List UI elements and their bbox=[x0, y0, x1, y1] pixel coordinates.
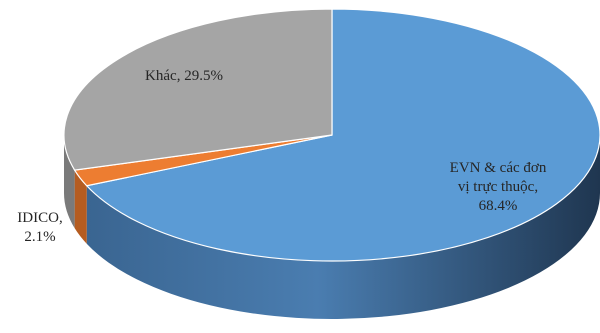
pie-label-line: EVN & các đơn bbox=[450, 160, 547, 176]
pie-side-2 bbox=[74, 170, 87, 244]
pie-labels: EVN & các đơn vị trực thuộc, 68.4% IDICO, 2.… bbox=[17, 68, 547, 245]
pie-slice-3 bbox=[63, 8, 333, 171]
pie-side-3 bbox=[64, 135, 75, 229]
pie-label-line: Khác, 29.5% bbox=[145, 68, 223, 84]
pie-slices bbox=[63, 8, 600, 262]
pie-label-line: 2.1% bbox=[24, 229, 55, 245]
pie-label-line: IDICO, bbox=[17, 210, 62, 226]
pie-side-1 bbox=[86, 135, 600, 319]
pie-label-2: IDICO, 2.1% bbox=[17, 210, 62, 245]
pie-label-3: Khác, 29.5% bbox=[145, 68, 223, 84]
pie-label-line: vị trực thuộc, bbox=[458, 179, 538, 195]
pie-sides bbox=[64, 135, 600, 319]
pie-label-line: 68.4% bbox=[479, 198, 518, 214]
pie-label-1: EVN & các đơn vị trực thuộc, 68.4% bbox=[450, 160, 547, 214]
pie-slice-1 bbox=[85, 8, 600, 262]
